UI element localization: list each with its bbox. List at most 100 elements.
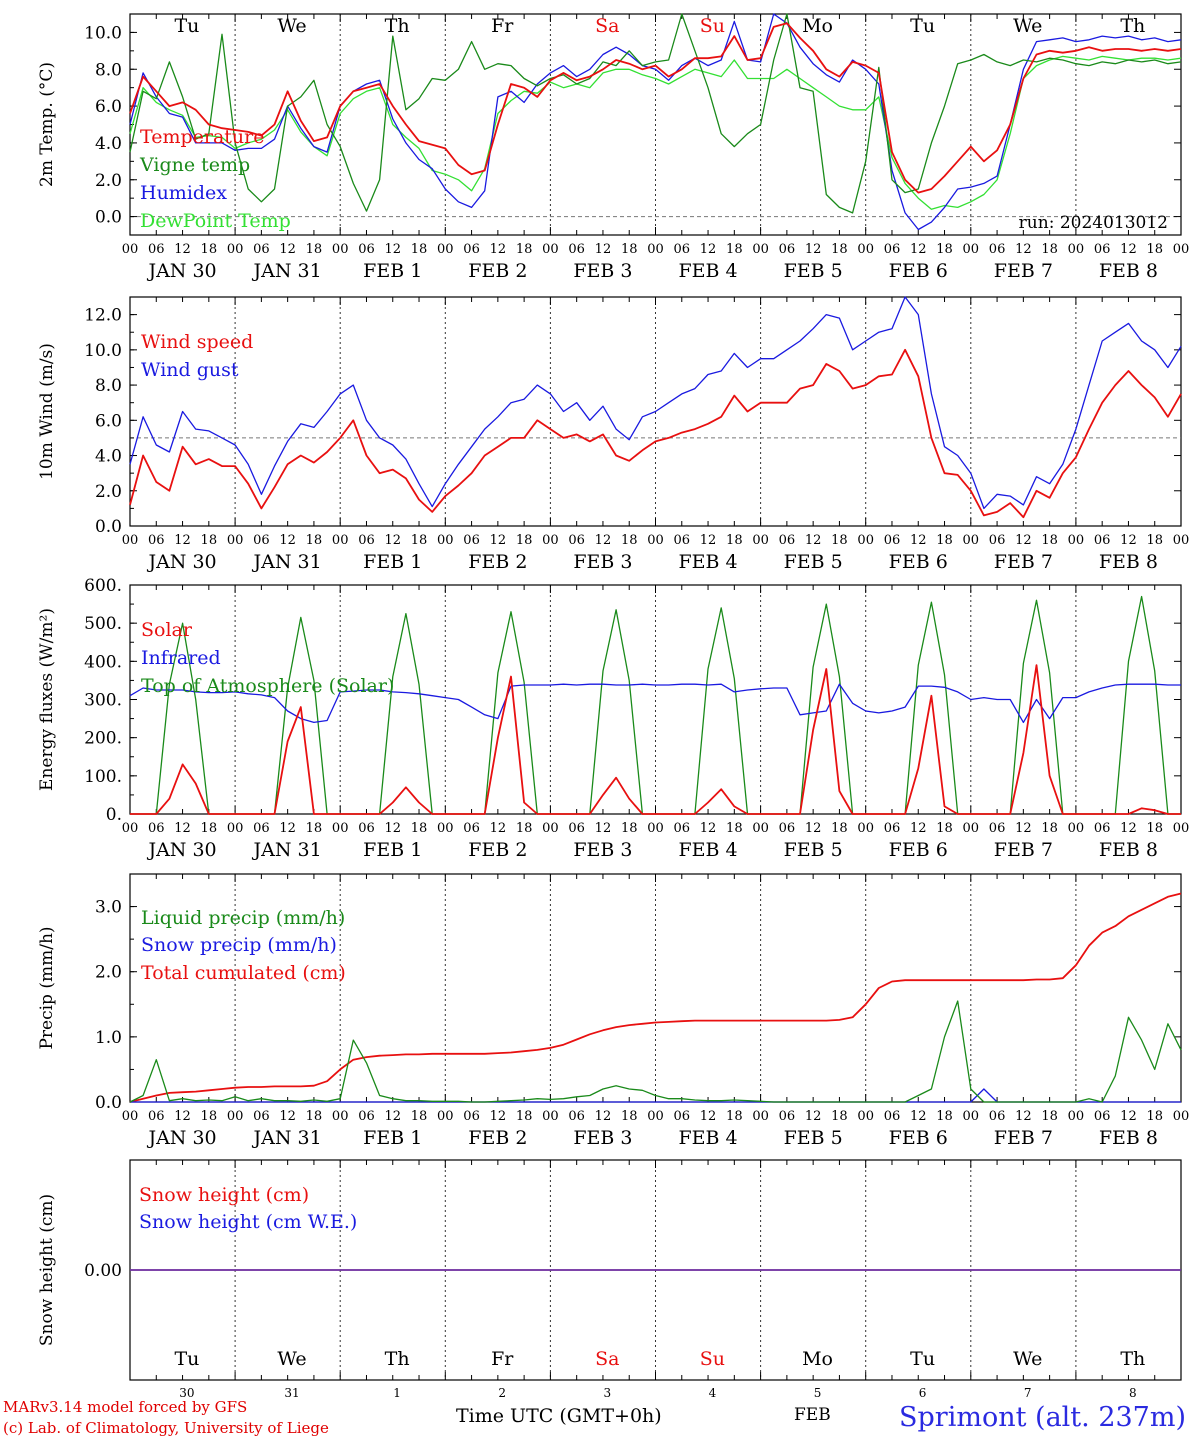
hour-tick-label: 12 <box>490 821 507 836</box>
date-label: FEB 8 <box>1099 1127 1158 1149</box>
y-tick-label: 0.0 <box>95 517 122 537</box>
hour-tick-label: 18 <box>621 821 638 836</box>
date-label: JAN 31 <box>252 1127 322 1149</box>
hour-tick-label: 18 <box>1146 1109 1163 1124</box>
y-tick-label: 0.0 <box>95 208 122 228</box>
legend-entry: Snow precip (mm/h) <box>141 934 337 956</box>
hour-tick-label: 00 <box>1173 242 1190 257</box>
date-label: JAN 31 <box>252 839 322 861</box>
day-number-label: 7 <box>1024 1386 1032 1400</box>
hour-tick-label: 12 <box>1015 242 1032 257</box>
panel-snow <box>129 1159 1182 1381</box>
hour-tick-label: 00 <box>1068 821 1085 836</box>
hour-tick-label: 00 <box>122 821 139 836</box>
hour-tick-label: 18 <box>1146 242 1163 257</box>
hour-tick-label: 06 <box>148 821 165 836</box>
hour-tick-label: 00 <box>1173 533 1190 548</box>
panel-precip <box>129 873 1182 1103</box>
weekday-label: Tu <box>174 15 199 37</box>
hour-tick-label: 06 <box>253 533 270 548</box>
hour-tick-label: 00 <box>963 242 980 257</box>
hour-tick-label: 12 <box>1015 533 1032 548</box>
day-number-label: 8 <box>1129 1386 1137 1400</box>
hour-tick-label: 00 <box>857 533 874 548</box>
hour-tick-label: 06 <box>989 821 1006 836</box>
hour-tick-label: 00 <box>1173 821 1190 836</box>
hour-tick-label: 00 <box>332 821 349 836</box>
panel-wind <box>129 296 1182 527</box>
legend-entry: Temperature <box>140 126 264 148</box>
panel-frame <box>129 584 1182 815</box>
weekday-label: Mo <box>802 1348 833 1370</box>
hour-tick-label: 00 <box>1068 533 1085 548</box>
hour-tick-label: 12 <box>910 242 927 257</box>
y-tick-label: 0. <box>106 805 122 825</box>
hour-tick-label: 06 <box>568 242 585 257</box>
weekday-label: Th <box>385 1348 410 1370</box>
date-label: JAN 30 <box>146 260 216 282</box>
day-number-label: 6 <box>919 1386 927 1400</box>
date-label: FEB 6 <box>889 551 948 573</box>
hour-tick-label: 18 <box>516 242 533 257</box>
hour-tick-label: 00 <box>857 242 874 257</box>
hour-tick-label: 06 <box>148 533 165 548</box>
hour-tick-label: 18 <box>621 242 638 257</box>
hour-tick-label: 12 <box>700 1109 717 1124</box>
hour-tick-label: 00 <box>857 821 874 836</box>
date-label: FEB 6 <box>889 839 948 861</box>
hour-tick-label: 06 <box>884 821 901 836</box>
hour-tick-label: 06 <box>358 821 375 836</box>
hour-tick-label: 00 <box>752 821 769 836</box>
date-label: FEB 6 <box>889 260 948 282</box>
hour-tick-label: 12 <box>384 533 401 548</box>
legend-entry: Humidex <box>140 182 227 204</box>
y-tick-label: 6.0 <box>95 97 122 117</box>
day-number-label: 30 <box>179 1386 194 1400</box>
series-line-dewpoint-temp <box>129 55 1182 210</box>
hour-tick-label: 00 <box>122 242 139 257</box>
series-line-wind-gust <box>129 296 1182 510</box>
weekday-label: Su <box>700 15 725 37</box>
hour-tick-label: 18 <box>831 1109 848 1124</box>
date-label: FEB 3 <box>573 839 632 861</box>
hour-tick-label: 06 <box>358 242 375 257</box>
hour-tick-label: 00 <box>542 1109 559 1124</box>
hour-tick-label: 12 <box>595 533 612 548</box>
date-label: FEB 4 <box>678 260 737 282</box>
y-tick-label: 10.0 <box>84 341 122 361</box>
y-tick-label: 1.0 <box>95 1028 122 1048</box>
y-tick-label: 0.0 <box>95 1093 122 1113</box>
hour-tick-label: 12 <box>174 821 191 836</box>
series-line-infrared <box>129 683 1181 724</box>
date-label: FEB 1 <box>363 1127 422 1149</box>
hour-tick-label: 06 <box>1094 821 1111 836</box>
hour-tick-label: 00 <box>542 821 559 836</box>
hour-tick-label: 06 <box>463 821 480 836</box>
hour-tick-label: 12 <box>279 533 296 548</box>
hour-tick-label: 18 <box>306 533 323 548</box>
date-label: FEB 2 <box>468 260 527 282</box>
hour-tick-label: 18 <box>1041 533 1058 548</box>
hour-tick-label: 06 <box>674 533 691 548</box>
date-label: FEB 1 <box>363 551 422 573</box>
hour-tick-label: 18 <box>201 1109 218 1124</box>
hour-tick-label: 00 <box>1068 242 1085 257</box>
hour-tick-label: 12 <box>490 533 507 548</box>
hour-tick-label: 00 <box>1068 1109 1085 1124</box>
date-label: FEB 3 <box>573 1127 632 1149</box>
time-axis-label: Time UTC (GMT+0h) <box>456 1405 662 1427</box>
hour-tick-label: 00 <box>332 533 349 548</box>
hour-tick-label: 06 <box>1094 242 1111 257</box>
hour-tick-label: 12 <box>805 821 822 836</box>
hour-tick-label: 06 <box>884 1109 901 1124</box>
day-number-label: 31 <box>284 1386 299 1400</box>
legend-entry: Liquid precip (mm/h) <box>141 907 345 929</box>
hour-tick-label: 18 <box>1041 242 1058 257</box>
hour-tick-label: 06 <box>884 242 901 257</box>
hour-tick-label: 06 <box>779 821 796 836</box>
date-label: FEB 6 <box>889 1127 948 1149</box>
hour-tick-label: 06 <box>989 1109 1006 1124</box>
weekday-label: Sa <box>595 1348 619 1370</box>
hour-tick-label: 12 <box>910 821 927 836</box>
date-label: JAN 30 <box>146 1127 216 1149</box>
